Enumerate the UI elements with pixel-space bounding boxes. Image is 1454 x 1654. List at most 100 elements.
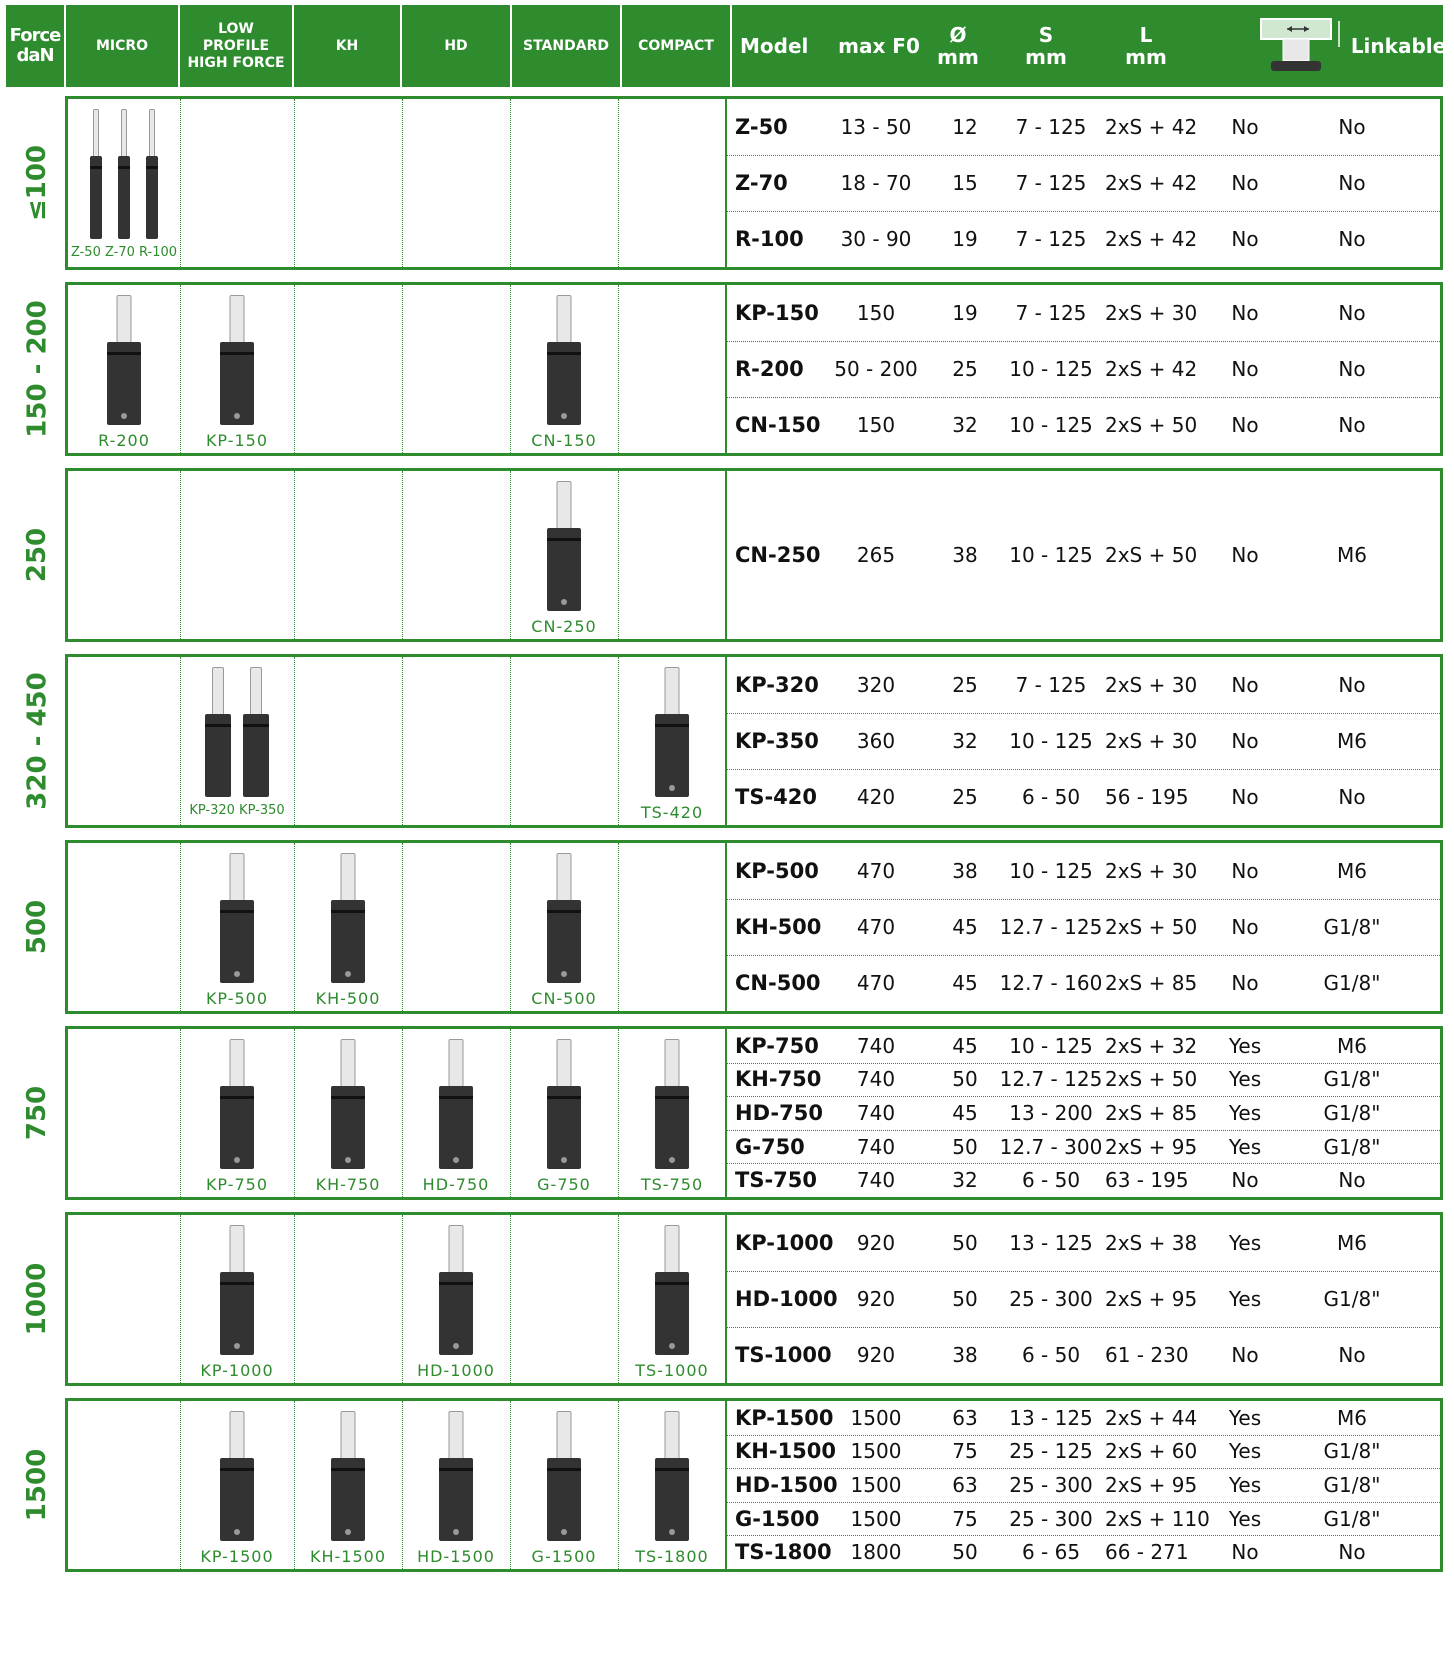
column-divider [294,1215,295,1383]
col-stroke: S mm [1025,23,1067,69]
piston-rod [556,481,572,532]
cylinder-body [107,342,141,425]
port-hole [234,413,240,419]
piston-rod [556,1411,572,1462]
table-divider [725,1401,727,1569]
linkable-mount-cell: No [1231,729,1259,753]
linkable-cell: G1/8" [1323,1506,1381,1531]
table-row: KP-1500 1500 63 13 - 125 2xS + 44 Yes M6 [727,1401,1440,1435]
category-low-profile: LOW PROFILE HIGH FORCE [187,20,285,71]
cylinder-ring [107,352,141,355]
diameter-cell: 63 [952,1405,978,1430]
model-cell: KH-500 [735,915,822,939]
piston-rod [229,853,245,904]
model-cell: TS-420 [735,785,818,809]
stroke-cell: 7 - 125 [1015,171,1087,195]
table-row: Z-70 18 - 70 15 7 - 125 2xS + 42 No No [727,155,1440,211]
diameter-cell: 38 [952,1343,978,1367]
cylinder-body [243,714,269,797]
linkable-mount-cell: No [1231,357,1259,381]
stroke-cell: 13 - 200 [1009,1100,1093,1125]
column-divider [510,1029,511,1197]
stroke-cell: 10 - 125 [1009,413,1093,437]
piston-rod [556,853,572,904]
piston-rod [229,295,245,346]
linkable-cell: M6 [1337,1033,1367,1058]
port-hole [561,1529,567,1535]
linkable-cell: No [1338,1343,1366,1367]
row-divider [727,1501,1440,1503]
port-hole [669,785,675,791]
table-row: KP-350 360 32 10 - 125 2xS + 30 No M6 [727,713,1440,769]
row-divider [727,1468,1440,1470]
piston-rod [340,853,356,904]
force-label: 150 - 200 [10,282,65,456]
gas-spring-image [331,1039,365,1169]
col-max-f0: max F0 [838,34,920,58]
max-f0-cell: 920 [856,1231,896,1255]
column-divider [402,657,403,825]
model-cell: TS-1000 [735,1343,832,1367]
model-image-label: HD-750 [422,1175,490,1194]
table-row: Z-50 13 - 50 12 7 - 125 2xS + 42 No No [727,99,1440,155]
model-cell: CN-250 [735,543,821,567]
cylinder-body [220,1272,254,1355]
row-divider [727,1271,1440,1272]
gas-spring-image [205,667,231,797]
column-divider [618,1401,619,1569]
stroke-cell: 7 - 125 [1015,115,1087,139]
gas-spring-image [107,295,141,425]
length-cell: 2xS + 50 [1105,543,1198,567]
max-f0-cell: 1500 [850,1506,902,1531]
column-divider [294,1401,295,1569]
linkable-cell: No [1338,227,1366,251]
linkable-mount-cell: No [1231,915,1259,939]
piston-rod [556,1039,572,1090]
model-image-label: KP-500 [205,989,269,1008]
cylinder-body [547,1458,581,1541]
column-divider [618,285,619,453]
cylinder-body [205,714,231,797]
stroke-cell: 10 - 125 [1009,543,1093,567]
model-cell: HD-1000 [735,1287,838,1311]
stroke-cell: 6 - 65 [1021,1540,1081,1565]
row-divider [727,1163,1440,1165]
model-cell: KH-750 [735,1067,822,1092]
model-cell: KP-750 [735,1033,819,1058]
diameter-cell: 38 [952,859,978,883]
model-image-label: HD-1000 [417,1361,495,1380]
force-group: Z-50 13 - 50 12 7 - 125 2xS + 42 No No Z-70 18 -… [65,96,1443,270]
linkable-cell: G1/8" [1323,1472,1381,1497]
column-divider [402,285,403,453]
gas-spring-image [655,667,689,797]
row-divider [727,1434,1440,1436]
table-row: KH-1500 1500 75 25 - 125 2xS + 60 Yes G1/8" [727,1435,1440,1469]
table-row: TS-750 740 32 6 - 50 63 - 195 No No [727,1163,1440,1197]
model-cell: HD-1500 [735,1472,838,1497]
cylinder-ring [547,1096,581,1099]
cylinder-body [220,900,254,983]
model-image-label: R-200 [98,431,150,450]
model-image-label: TS-1000 [635,1361,709,1380]
max-f0-cell: 920 [856,1287,896,1311]
linkable-mount-cell: No [1231,785,1259,809]
cylinder-body [331,1458,365,1541]
gas-spring-image [547,295,581,425]
max-f0-cell: 740 [856,1067,896,1092]
column-divider [180,1401,181,1569]
piston-rod [448,1225,464,1276]
cylinder-ring [547,910,581,913]
piston-rod [340,1411,356,1462]
cylinder-ring [439,1282,473,1285]
model-image-label: KP-320 KP-350 [189,803,285,818]
max-f0-cell: 740 [856,1100,896,1125]
length-cell: 2xS + 30 [1105,301,1198,325]
length-cell: 2xS + 42 [1105,171,1198,195]
col-diameter: Ø mm [937,23,979,69]
gas-spring-image [118,109,130,239]
linkable-mount-cell: No [1231,171,1259,195]
table-row: G-750 740 50 12.7 - 300 2xS + 95 Yes G1/8" [727,1130,1440,1164]
column-divider [402,1029,403,1197]
gas-spring-image [331,853,365,983]
diameter-cell: 50 [952,1287,978,1311]
